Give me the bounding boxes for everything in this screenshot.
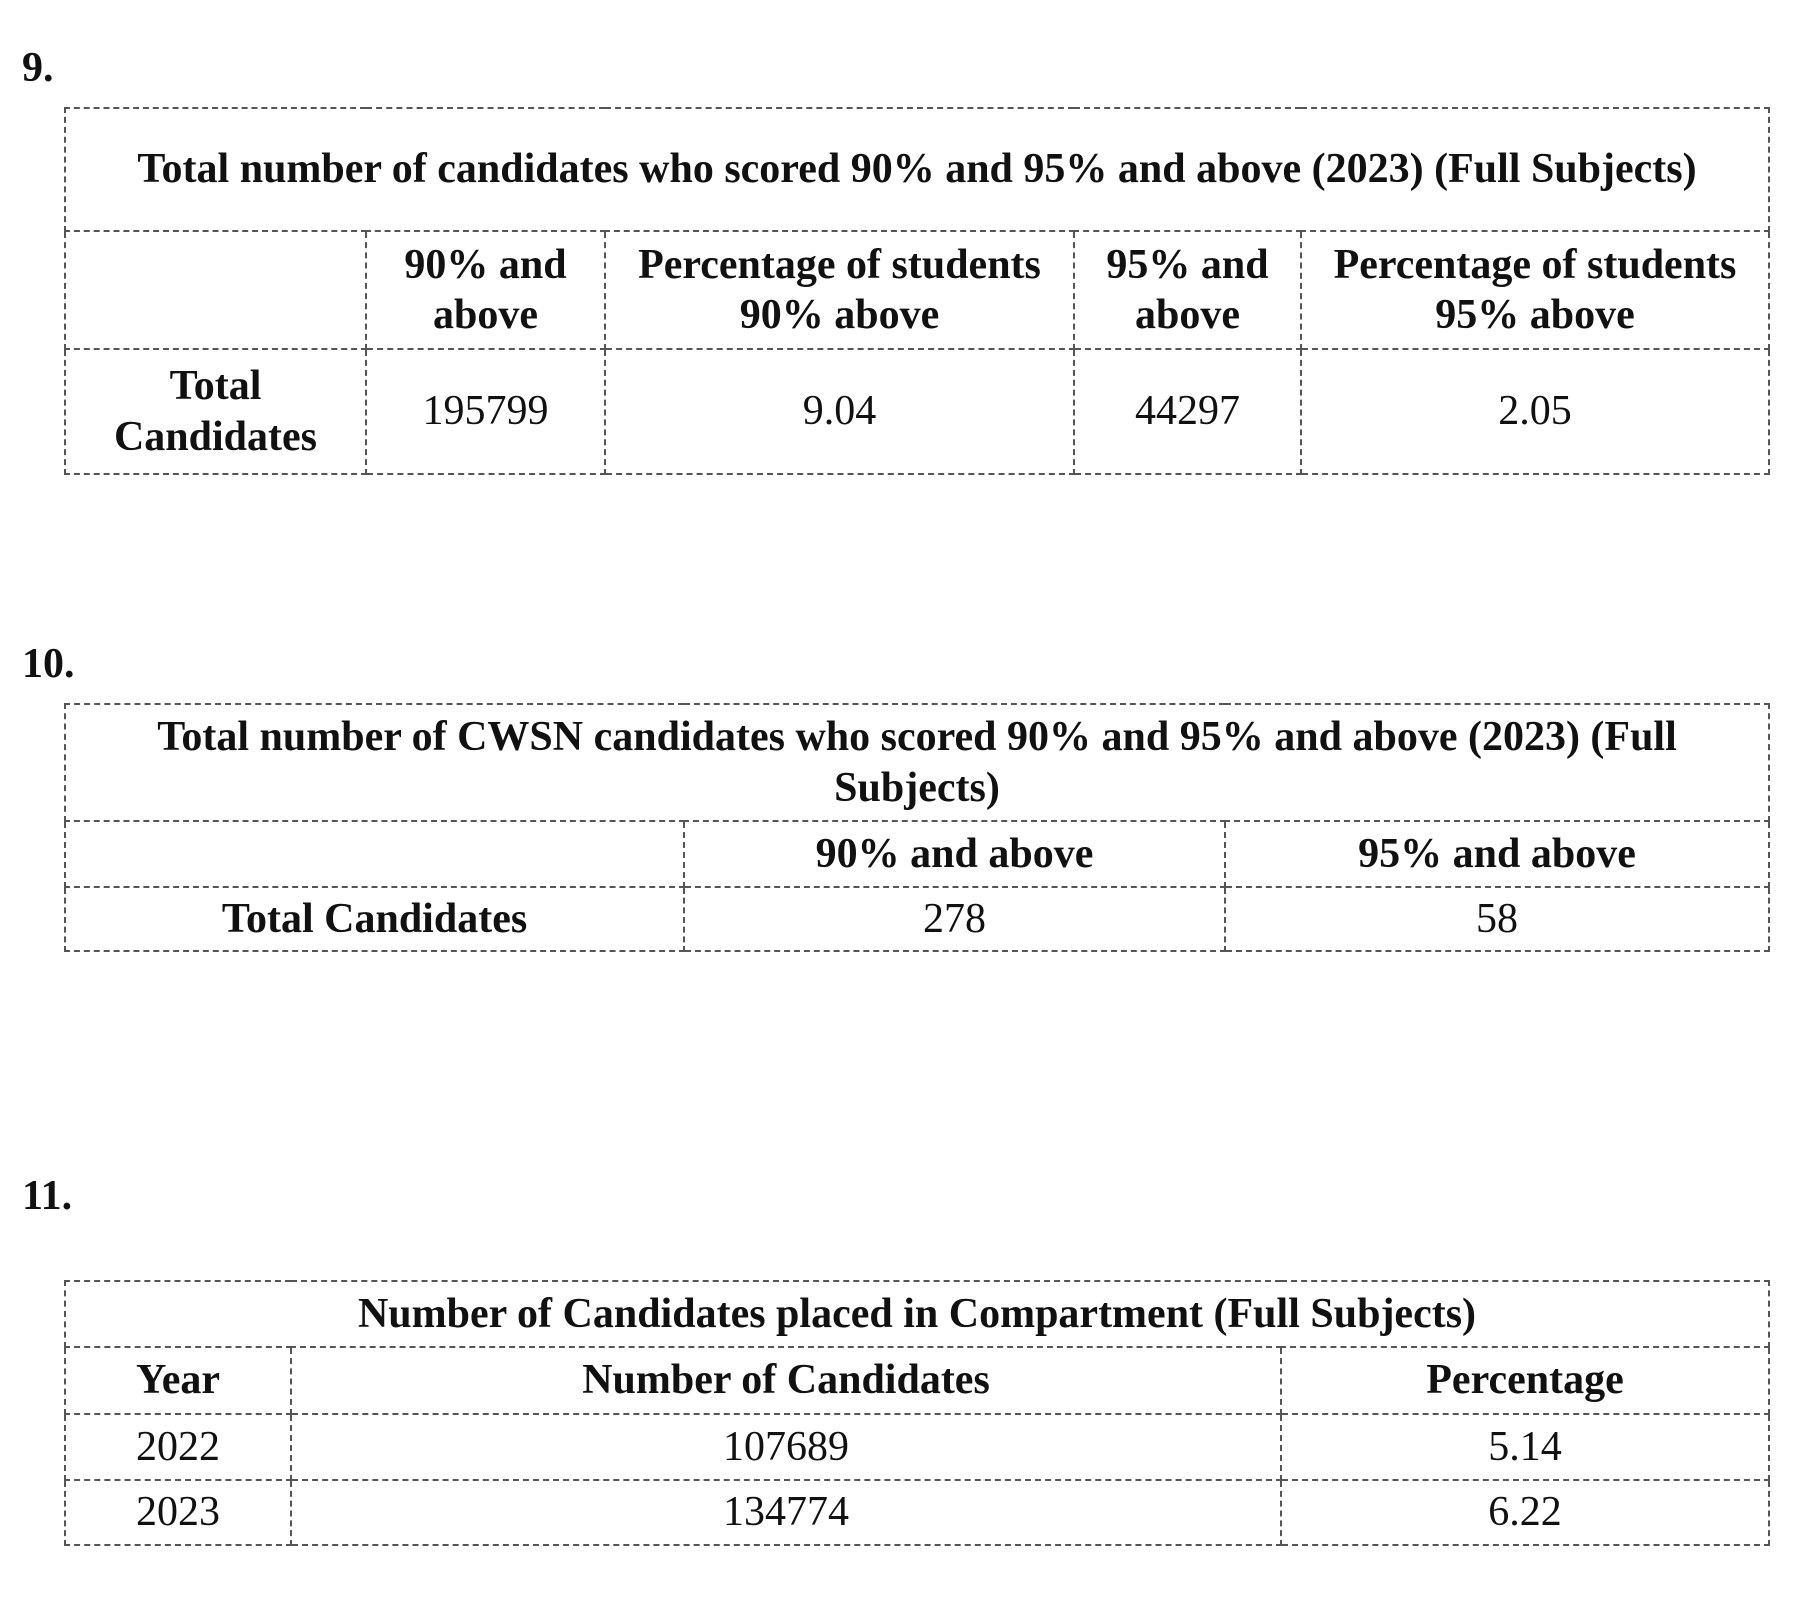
cell: 195799 <box>365 348 606 475</box>
table-title: Number of Candidates placed in Compartme… <box>63 1280 1771 1348</box>
row-label: Total Candidates <box>64 886 685 952</box>
section-number: 9. <box>22 45 54 91</box>
cell: 6.22 <box>1279 1479 1771 1546</box>
header-cell: Number of Candidates <box>290 1346 1282 1415</box>
table-title: Total number of CWSN candidates who scor… <box>64 703 1770 822</box>
table: Number of Candidates placed in Compartme… <box>63 1280 1771 1546</box>
header-cell: 95% and above <box>1224 820 1770 888</box>
header-cell: 95% and above <box>1073 230 1302 350</box>
header-cell: 90% and above <box>365 230 606 350</box>
table: Total number of CWSN candidates who scor… <box>64 703 1770 952</box>
cell: 58 <box>1224 886 1770 952</box>
cell: 2022 <box>64 1413 292 1481</box>
section-number: 11. <box>22 1173 73 1219</box>
empty-cell <box>64 820 685 888</box>
cell: 134774 <box>290 1479 1282 1546</box>
cell: 5.14 <box>1279 1413 1771 1481</box>
table: Total number of candidates who scored 90… <box>64 107 1770 475</box>
cell: 44297 <box>1073 348 1302 475</box>
cell: 9.04 <box>604 348 1075 475</box>
empty-cell <box>64 230 367 350</box>
header-cell: Percentage of students 90% above <box>604 230 1075 350</box>
row-label: Total Candidates <box>64 348 367 475</box>
table-title: Total number of candidates who scored 90… <box>64 107 1770 232</box>
cell: 107689 <box>290 1413 1282 1481</box>
cell: 278 <box>683 886 1226 952</box>
cell: 2023 <box>64 1479 292 1546</box>
header-cell: Percentage <box>1279 1346 1771 1415</box>
cell: 2.05 <box>1300 348 1770 475</box>
header-cell: 90% and above <box>683 820 1226 888</box>
header-cell: Year <box>64 1346 292 1415</box>
header-cell: Percentage of students 95% above <box>1300 230 1770 350</box>
section-number: 10. <box>22 641 75 687</box>
